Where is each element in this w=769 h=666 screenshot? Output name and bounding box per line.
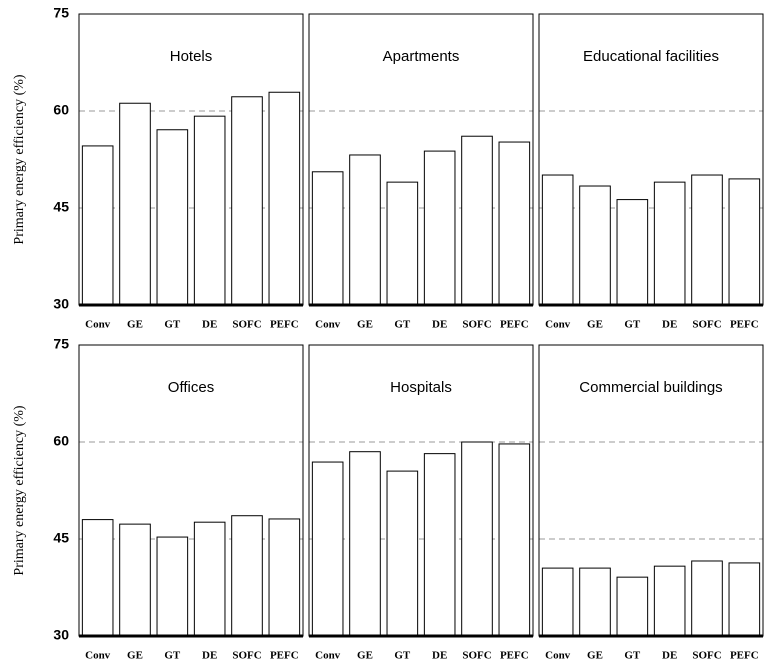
x-tick-label: PEFC: [270, 319, 299, 331]
panel-title: Hospitals: [390, 379, 452, 396]
x-tick-label: SOFC: [692, 319, 721, 331]
x-tick-label: GT: [394, 319, 411, 331]
x-tick-label: Conv: [315, 650, 341, 662]
bar: [691, 560, 723, 637]
bar: [541, 174, 574, 306]
x-tick-label: PEFC: [500, 319, 529, 331]
y-tick-label: 60: [53, 433, 69, 449]
bar: [541, 567, 574, 637]
bar: [498, 443, 531, 637]
x-tick-label: PEFC: [270, 650, 299, 662]
x-tick-label: Conv: [315, 319, 341, 331]
x-tick-label: GE: [357, 319, 373, 331]
panel-title: Apartments: [383, 48, 460, 65]
bar: [653, 565, 686, 637]
bar: [268, 518, 301, 637]
x-tick-label: DE: [432, 319, 447, 331]
bar: [193, 115, 226, 306]
x-tick-label: GT: [624, 319, 641, 331]
x-tick-label: DE: [202, 319, 217, 331]
bar: [461, 441, 493, 637]
bar: [119, 523, 151, 637]
x-tick-label: GE: [127, 650, 143, 662]
x-tick-label: SOFC: [232, 650, 261, 662]
panel-title: Commercial buildings: [579, 379, 722, 396]
x-tick-label: Conv: [85, 650, 111, 662]
x-tick-label: SOFC: [462, 319, 491, 331]
bar: [231, 96, 263, 306]
x-tick-label: Conv: [545, 650, 571, 662]
x-tick-label: SOFC: [232, 319, 261, 331]
bar: [81, 145, 114, 306]
x-tick-label: DE: [662, 319, 677, 331]
x-tick-label: Conv: [85, 319, 111, 331]
panel-title: Offices: [168, 379, 214, 396]
bar: [311, 461, 344, 637]
bar: [498, 141, 531, 306]
bar: [349, 154, 381, 306]
y-tick-label: 60: [53, 102, 69, 118]
bar: [156, 536, 189, 637]
x-tick-label: GT: [164, 319, 181, 331]
bar: [349, 451, 381, 637]
bar: [81, 519, 114, 637]
bar: [616, 576, 649, 637]
bar: [386, 470, 419, 637]
y-tick-label: 45: [53, 199, 69, 215]
bar: [311, 171, 344, 306]
bar: [691, 174, 723, 306]
x-tick-label: Conv: [545, 319, 571, 331]
y-tick-label: 75: [53, 5, 69, 21]
y-tick-label: 45: [53, 530, 69, 546]
x-tick-label: GE: [587, 319, 603, 331]
x-tick-label: DE: [432, 650, 447, 662]
bar: [231, 515, 263, 637]
x-tick-label: DE: [202, 650, 217, 662]
x-tick-label: GT: [624, 650, 641, 662]
y-tick-label: 30: [53, 627, 69, 643]
y-axis-label: Primary energy efficiency (%): [12, 405, 27, 575]
x-tick-label: GE: [587, 650, 603, 662]
bar: [386, 181, 419, 306]
bar: [653, 181, 686, 306]
bar: [193, 521, 226, 637]
x-tick-label: PEFC: [730, 319, 759, 331]
bar: [423, 150, 456, 306]
panel-title: Educational facilities: [583, 48, 719, 65]
x-tick-label: GE: [357, 650, 373, 662]
x-tick-label: PEFC: [730, 650, 759, 662]
bar: [728, 562, 761, 637]
x-tick-label: SOFC: [462, 650, 491, 662]
bar: [119, 102, 151, 306]
bar: [728, 178, 761, 306]
x-tick-label: GT: [164, 650, 181, 662]
x-tick-label: GT: [394, 650, 411, 662]
bar: [579, 567, 611, 637]
y-tick-label: 75: [53, 336, 69, 352]
x-tick-label: SOFC: [692, 650, 721, 662]
bar: [423, 453, 456, 637]
y-tick-label: 30: [53, 296, 69, 312]
panel-title: Hotels: [170, 48, 213, 65]
x-tick-label: PEFC: [500, 650, 529, 662]
x-tick-label: DE: [662, 650, 677, 662]
bar: [579, 185, 611, 306]
bar: [156, 129, 189, 306]
bar: [461, 135, 493, 306]
bar: [268, 91, 301, 306]
y-axis-label: Primary energy efficiency (%): [12, 74, 27, 244]
bar: [616, 199, 649, 306]
x-tick-label: GE: [127, 319, 143, 331]
